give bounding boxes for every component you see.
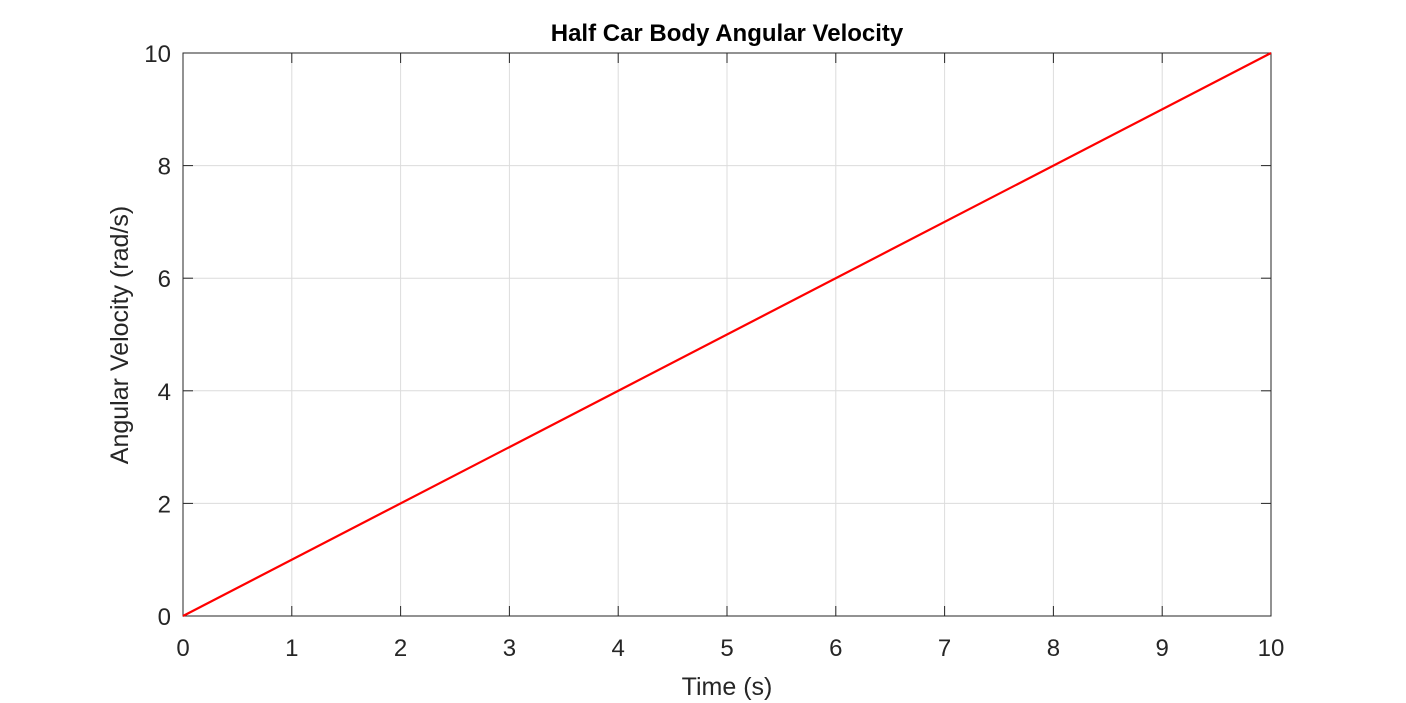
y-axis-label: Angular Velocity (rad/s) <box>106 206 134 464</box>
x-tick-label: 6 <box>829 635 842 662</box>
x-tick-label: 4 <box>612 635 625 662</box>
y-tick-label: 4 <box>158 379 171 406</box>
y-tick-label: 8 <box>158 154 171 181</box>
x-tick-label: 10 <box>1258 635 1285 662</box>
y-tick-label: 10 <box>144 41 171 68</box>
x-tick-label: 0 <box>176 635 189 662</box>
x-tick-label: 3 <box>503 635 516 662</box>
x-tick-label: 2 <box>394 635 407 662</box>
y-tick-label: 6 <box>158 266 171 293</box>
ticks: 0 1 2 3 4 5 6 7 8 9 10 0 2 4 6 8 10 <box>144 41 1284 662</box>
y-tick-label: 2 <box>158 491 171 518</box>
x-tick-label: 7 <box>938 635 951 662</box>
x-tick-label: 1 <box>285 635 298 662</box>
series-line <box>182 52 1272 617</box>
x-axis-label: Time (s) <box>682 673 773 701</box>
chart-title: Half Car Body Angular Velocity <box>551 20 904 47</box>
x-tick-label: 5 <box>720 635 733 662</box>
series-layer <box>182 52 1272 617</box>
x-tick-label: 9 <box>1156 635 1169 662</box>
y-tick-label: 0 <box>158 604 171 631</box>
x-tick-label: 8 <box>1047 635 1060 662</box>
